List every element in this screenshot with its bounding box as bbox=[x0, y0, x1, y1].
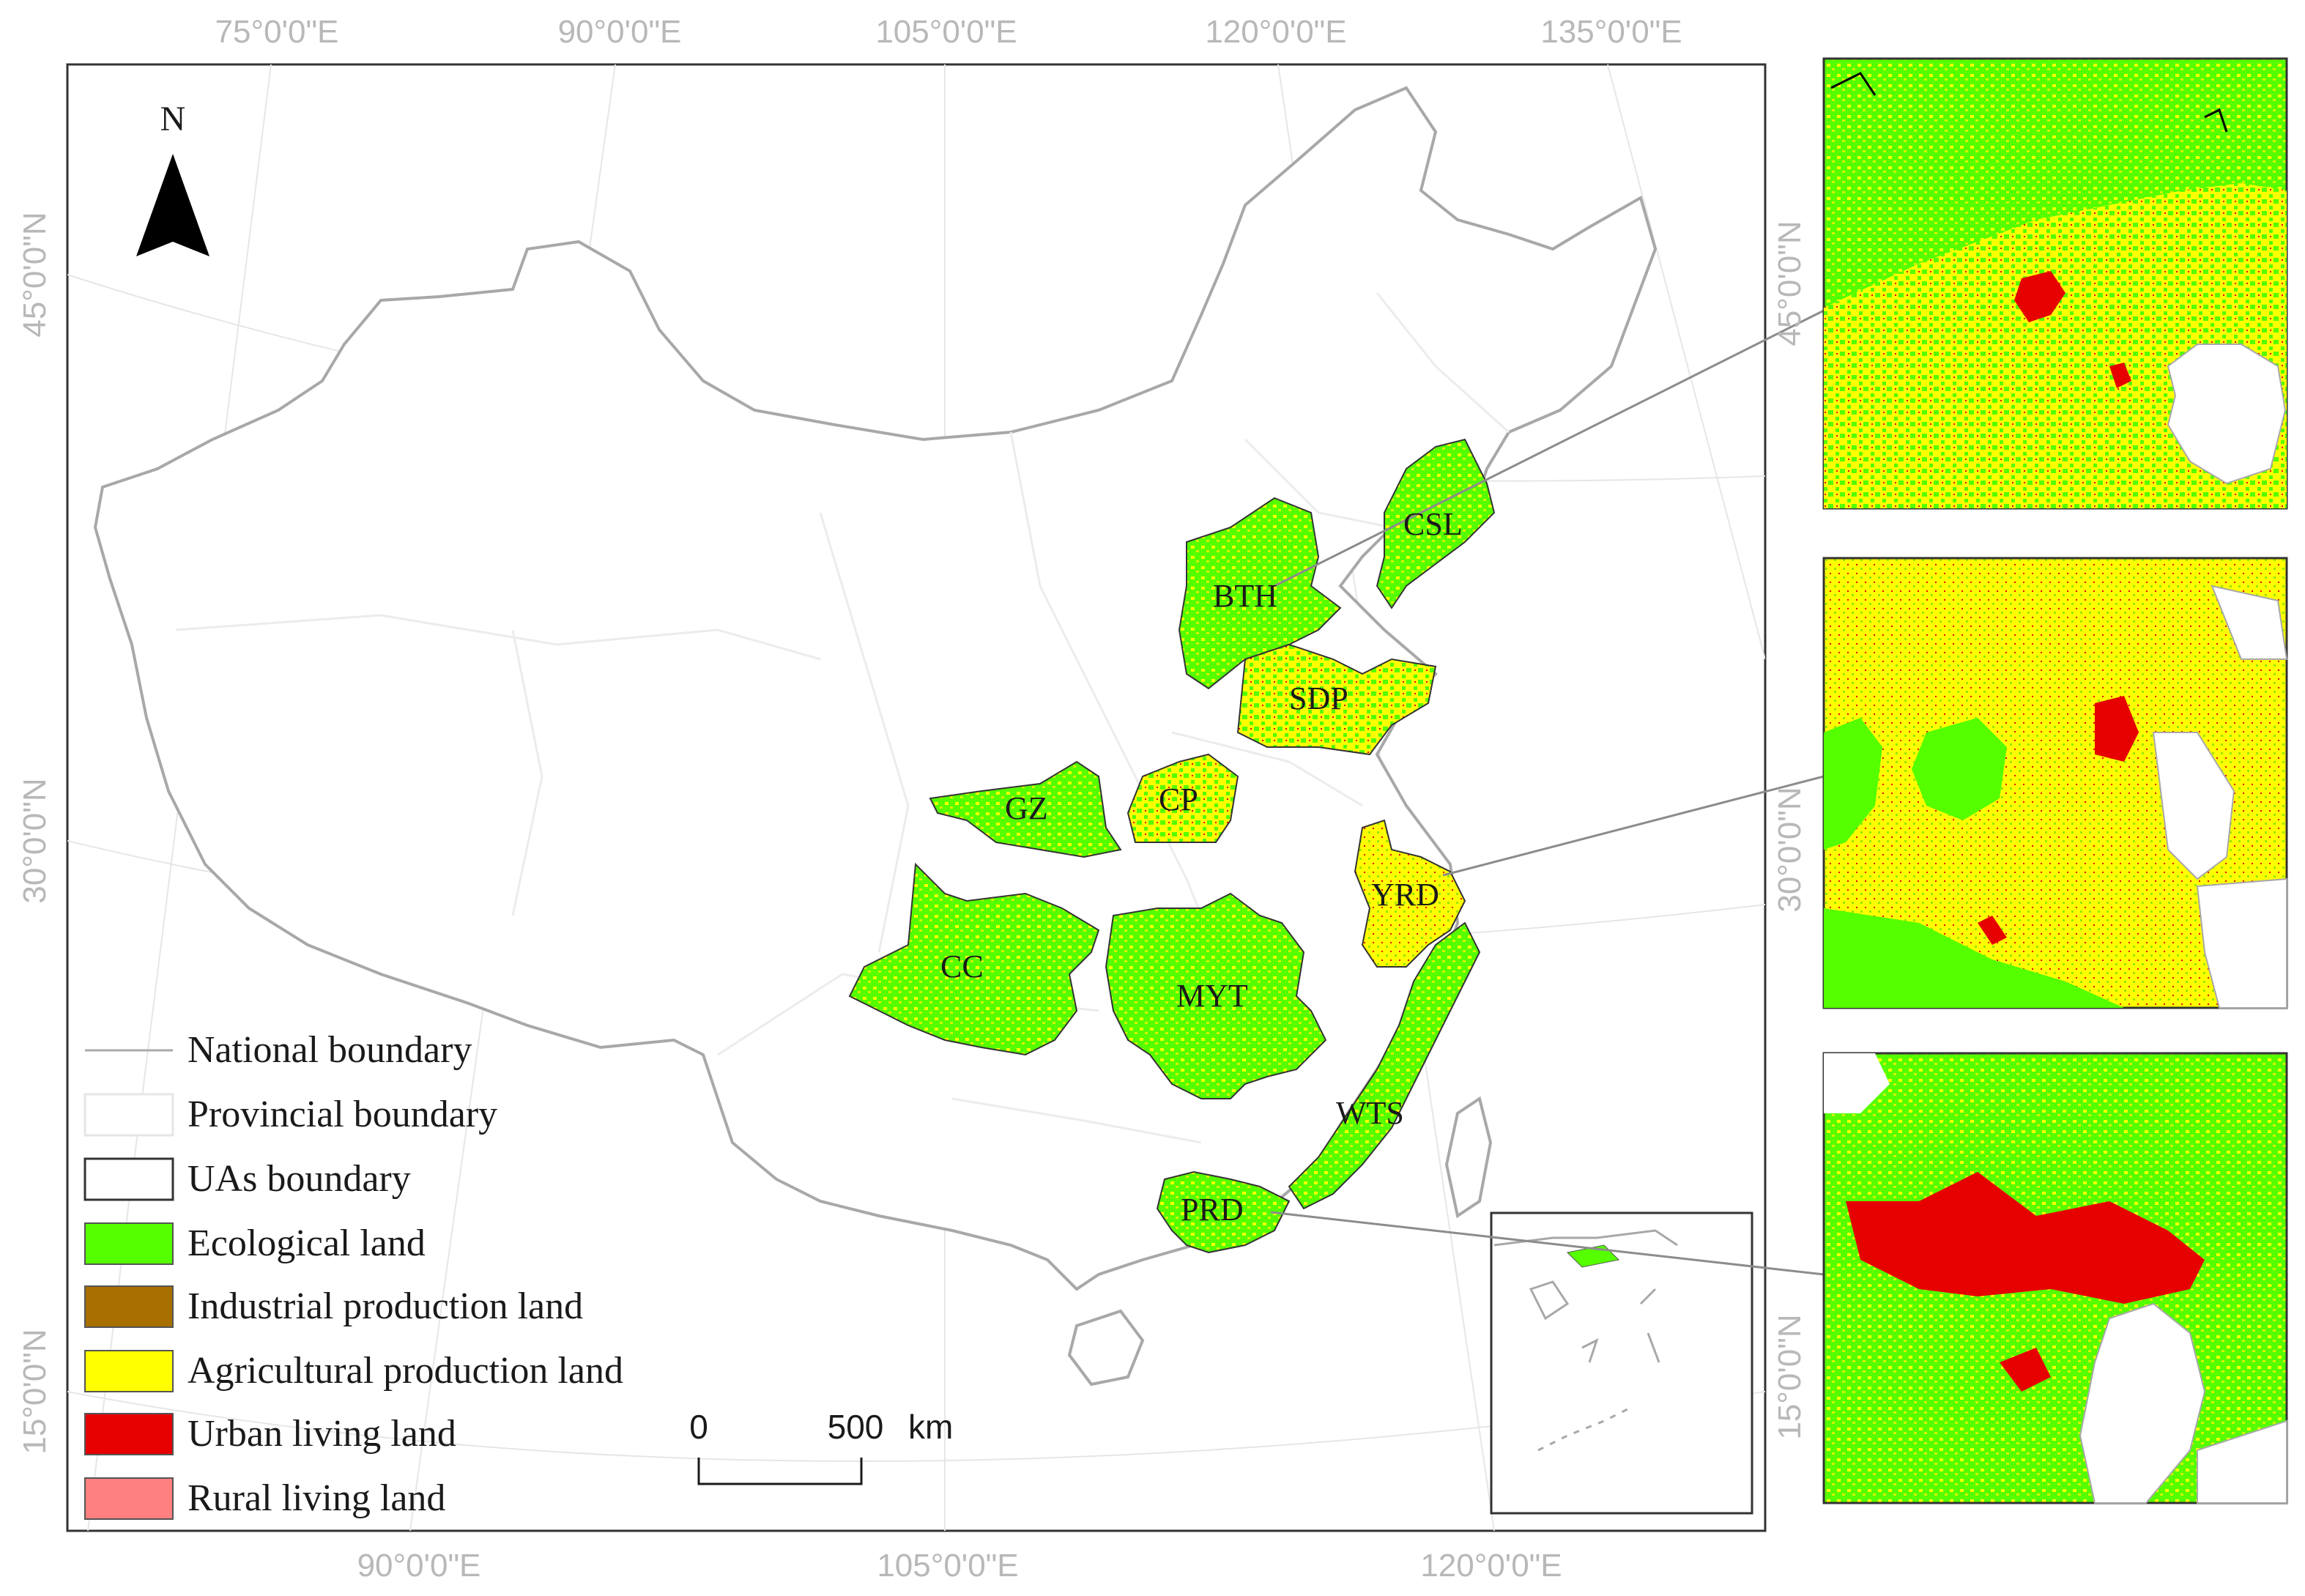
main-map-coordinates: 75°0'0"E 90°0'0"E 105°0'0"E 120°0'0"E 13… bbox=[17, 14, 1682, 1584]
ua-patch-bth bbox=[1178, 497, 1342, 690]
main-map: CSL BTH SDP GZ CP YRD CC MYT WTS PRD N 0… bbox=[66, 63, 1825, 1532]
ua-patch-wts bbox=[1288, 921, 1481, 1210]
map-legend: National boundary Provincial boundary UA… bbox=[83, 1029, 623, 1520]
ua-patch-yrd bbox=[1354, 819, 1466, 968]
latitude-label-right: 30°0'0"N bbox=[1772, 787, 1808, 912]
leader-line-prd bbox=[1270, 1211, 1825, 1276]
region-label: GZ bbox=[1005, 790, 1048, 826]
zoom-panel-bth bbox=[1822, 57, 2288, 510]
leader-line-yrd bbox=[1442, 775, 1825, 877]
region-label: CSL bbox=[1403, 506, 1463, 542]
region-label: MYT bbox=[1176, 978, 1248, 1014]
legend-swatch-provincial-boundary bbox=[83, 1093, 174, 1137]
legend-swatch-urban-living-land bbox=[84, 1413, 174, 1455]
legend-swatch-rural-living-land bbox=[84, 1477, 174, 1520]
provincial-boundaries bbox=[175, 292, 1510, 1144]
ua-patch-csl bbox=[1376, 438, 1496, 609]
scale-bar: 0 500 km bbox=[689, 1408, 953, 1485]
latitude-label-left: 45°0'0"N bbox=[17, 212, 53, 337]
zoom-panel-yrd bbox=[1822, 557, 2288, 1009]
latitude-label-right: 15°0'0"N bbox=[1772, 1314, 1808, 1439]
scale-bar-line bbox=[697, 1458, 863, 1485]
north-arrow: N bbox=[136, 100, 209, 256]
north-arrow-icon bbox=[136, 154, 209, 256]
legend-label: National boundary bbox=[188, 1029, 472, 1071]
zoom-panel-prd bbox=[1822, 1052, 2288, 1504]
region-label: BTH bbox=[1213, 578, 1277, 614]
legend-label: Rural living land bbox=[188, 1477, 445, 1519]
latitude-label-right: 45°0'0"N bbox=[1772, 220, 1808, 346]
latitude-label-left: 30°0'0"N bbox=[17, 778, 53, 903]
latitude-label-left: 15°0'0"N bbox=[17, 1329, 53, 1454]
taiwan-island bbox=[1444, 1096, 1493, 1219]
longitude-label-bottom: 90°0'0"E bbox=[357, 1548, 481, 1584]
longitude-label-top: 105°0'0"E bbox=[875, 14, 1017, 50]
region-label: WTS bbox=[1336, 1095, 1404, 1131]
scale-unit-label: km bbox=[908, 1408, 953, 1446]
hainan-island bbox=[1067, 1309, 1145, 1387]
legend-swatch-industrial-land bbox=[84, 1285, 174, 1328]
longitude-label-top: 90°0'0"E bbox=[558, 14, 682, 50]
legend-label: UAs boundary bbox=[188, 1158, 411, 1200]
ua-patch-prd bbox=[1156, 1170, 1291, 1254]
north-arrow-label: N bbox=[160, 100, 186, 138]
legend-label: Ecological land bbox=[188, 1222, 426, 1264]
ua-patch-sdp bbox=[1236, 643, 1437, 756]
region-label: YRD bbox=[1371, 877, 1439, 913]
urban-agglomerations bbox=[848, 438, 1496, 1254]
legend-swatch-ecological-land bbox=[84, 1222, 174, 1265]
region-label: CP bbox=[1159, 782, 1198, 817]
south-china-sea-inset bbox=[1490, 1211, 1753, 1515]
region-label: SDP bbox=[1289, 680, 1348, 716]
legend-label: Agricultural production land bbox=[188, 1350, 623, 1392]
longitude-label-top: 120°0'0"E bbox=[1205, 14, 1346, 50]
longitude-label-top: 135°0'0"E bbox=[1540, 14, 1682, 50]
longitude-label-top: 75°0'0"E bbox=[215, 14, 339, 50]
legend-label: Provincial boundary bbox=[188, 1094, 497, 1135]
graticule-meridian-135 bbox=[1607, 64, 1765, 660]
scale-zero-label: 0 bbox=[689, 1408, 708, 1446]
ua-patch-myt bbox=[1105, 892, 1327, 1099]
region-label: PRD bbox=[1181, 1192, 1244, 1228]
ua-patch-cc bbox=[848, 862, 1100, 1056]
ua-patch-cp bbox=[1126, 753, 1239, 843]
zoom-panel-coordinates: 45°0'0"N 30°0'0"N 15°0'0"N bbox=[1772, 220, 1808, 1439]
scale-max-label: 500 bbox=[828, 1408, 884, 1446]
longitude-label-bottom: 105°0'0"E bbox=[877, 1548, 1018, 1584]
legend-swatch-uas-boundary bbox=[83, 1157, 174, 1201]
zoom-leader-lines bbox=[1270, 309, 1825, 1276]
legend-label: Urban living land bbox=[188, 1413, 456, 1455]
region-label: CC bbox=[940, 949, 984, 984]
legend-swatch-agricultural-land bbox=[84, 1350, 174, 1392]
longitude-label-bottom: 120°0'0"E bbox=[1420, 1548, 1562, 1584]
ua-patch-gz bbox=[929, 760, 1122, 858]
legend-label: Industrial production land bbox=[188, 1285, 583, 1327]
leader-line-bth bbox=[1274, 309, 1825, 587]
